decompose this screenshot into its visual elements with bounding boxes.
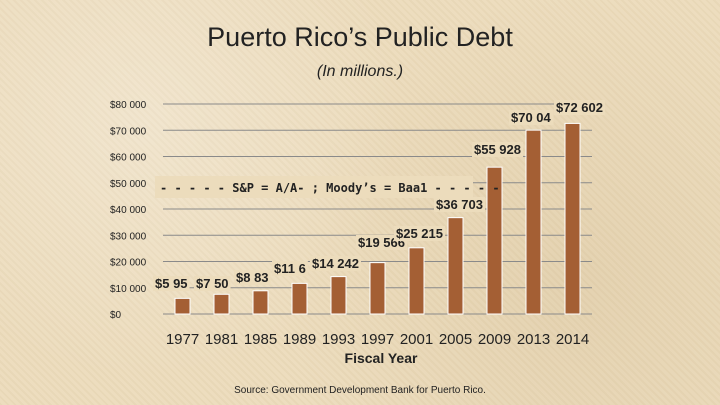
slide-subtitle: (In millions.) [316, 63, 404, 80]
slide-title: Puerto Rico’s Public Debt [207, 22, 513, 52]
bar [564, 122, 581, 315]
bar [486, 166, 503, 315]
y-tick-label: $60 000 [110, 153, 147, 164]
data-label: $36 703 [436, 197, 483, 212]
bar [408, 247, 425, 315]
data-label-background [272, 261, 308, 276]
x-axis-title: Fiscal Year [345, 350, 418, 366]
data-label: $5 95 [155, 276, 188, 291]
y-tick-label: $70 000 [110, 126, 147, 137]
x-tick-label: 1985 [244, 331, 277, 348]
bar [525, 129, 542, 315]
x-tick-label: 2013 [517, 331, 550, 348]
y-tick-label: $50 000 [110, 179, 147, 190]
data-label-background [194, 276, 231, 291]
bar [291, 282, 308, 315]
x-tick-label: 2009 [478, 331, 511, 348]
x-tick-label: 2014 [556, 331, 589, 348]
data-label-background [472, 142, 523, 157]
x-tick-label: 1981 [205, 331, 238, 348]
annotation-band [155, 176, 473, 198]
y-tick-label: $10 000 [110, 284, 147, 295]
data-label: $11 6 [274, 261, 306, 276]
data-label: $72 602 [556, 100, 603, 115]
bar [447, 217, 464, 315]
data-label-background [234, 270, 271, 285]
y-tick-label: $40 000 [110, 205, 147, 216]
y-tick-label: $30 000 [110, 231, 147, 242]
bar [330, 276, 347, 315]
source-note: Source: Government Development Bank for … [234, 385, 486, 396]
x-tick-label: 1997 [361, 331, 394, 348]
data-label: $7 50 [196, 276, 229, 291]
data-label-background [153, 276, 190, 291]
data-label-background [434, 197, 485, 212]
data-label: $25 215 [396, 226, 443, 241]
data-label: $8 83 [236, 270, 269, 285]
y-tick-label: $0 [110, 310, 122, 321]
bar [174, 297, 191, 315]
x-tick-label: 2001 [400, 331, 433, 348]
x-tick-label: 1989 [283, 331, 316, 348]
x-tick-label: 2005 [439, 331, 472, 348]
data-label-background [554, 100, 605, 115]
bar [213, 293, 230, 315]
x-tick-label: 1977 [166, 331, 199, 348]
rating-annotation: - - - - - S&P = A/A- ; Moody’s = Baa1 - … [160, 181, 500, 195]
data-label: $70 04 [511, 110, 552, 125]
data-label: $14 242 [312, 256, 359, 271]
y-tick-label: $20 000 [110, 258, 147, 269]
bar [252, 290, 269, 315]
x-tick-label: 1993 [322, 331, 355, 348]
data-label-background [394, 226, 445, 241]
data-label: $55 928 [474, 142, 521, 157]
data-label-background [509, 110, 554, 125]
bar [369, 262, 386, 315]
data-label: $19 566 [358, 235, 405, 250]
data-label-background [310, 256, 361, 271]
y-tick-label: $80 000 [110, 100, 147, 111]
